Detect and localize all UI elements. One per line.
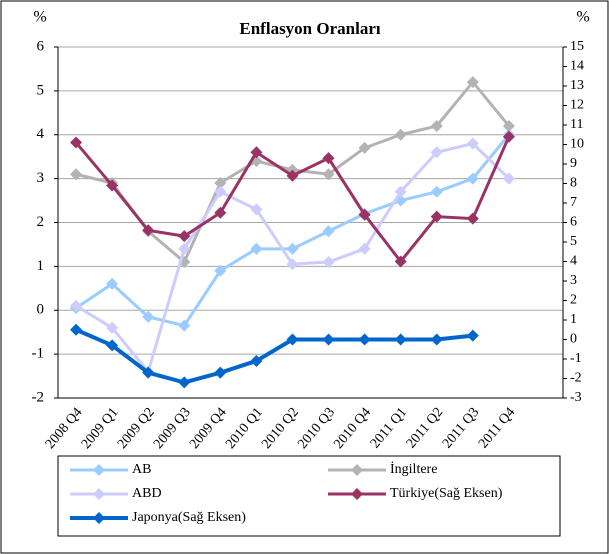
legend-marker	[351, 488, 363, 500]
y-tick-label: -2	[32, 389, 45, 405]
data-point	[466, 76, 479, 89]
data-point	[106, 179, 119, 192]
data-point	[502, 130, 515, 143]
series-line	[75, 327, 474, 385]
y2-tick-label: 0	[570, 332, 577, 347]
y2-tick-label: -1	[570, 351, 582, 366]
y-tick-label: 3	[37, 170, 45, 186]
data-point	[322, 168, 335, 181]
data-point	[214, 177, 227, 190]
data-point	[286, 242, 299, 255]
legend-label: Türkiye(Sağ Eksen)	[390, 486, 503, 501]
y-tick-label: 0	[37, 302, 45, 318]
data-point	[358, 242, 371, 255]
data-point	[322, 333, 335, 346]
chart-title: Enflasyon Oranları	[239, 19, 380, 38]
legend-label: ABD	[132, 486, 162, 501]
y2-tick-label: 13	[570, 78, 584, 93]
data-point	[250, 146, 263, 159]
data-point	[70, 323, 83, 336]
data-point	[142, 224, 155, 237]
y2-tick-label: 5	[570, 234, 577, 249]
y2-tick-label: 4	[570, 254, 577, 269]
data-point	[466, 212, 479, 225]
data-point	[286, 333, 299, 346]
data-point	[214, 264, 227, 277]
data-point	[70, 168, 83, 181]
y-tick-label: -1	[32, 346, 45, 362]
data-point	[106, 339, 119, 352]
y2-tick-label: 14	[570, 59, 584, 74]
data-point	[322, 225, 335, 238]
data-point	[358, 141, 371, 154]
data-point	[106, 321, 119, 334]
y2-tick-label: 12	[570, 98, 584, 113]
data-point	[214, 366, 227, 379]
data-point	[394, 333, 407, 346]
data-point	[178, 319, 191, 332]
data-point	[106, 277, 119, 290]
legend-marker	[93, 464, 105, 476]
data-point	[70, 299, 83, 312]
data-point	[466, 172, 479, 185]
y-tick-label: 6	[37, 38, 45, 54]
y2-axis-label: %	[576, 9, 589, 26]
y-tick-label: 2	[37, 214, 45, 230]
y2-tick-label: -2	[570, 371, 582, 386]
y2-tick-label: 6	[570, 215, 577, 230]
data-point	[142, 366, 155, 379]
data-point	[178, 242, 191, 255]
data-point	[214, 206, 227, 219]
y2-tick-label: 11	[570, 117, 583, 132]
y-axis-label: %	[33, 9, 46, 26]
data-point	[250, 354, 263, 367]
data-point	[466, 329, 479, 342]
y2-tick-label: 7	[570, 195, 577, 210]
data-point	[322, 255, 335, 268]
data-point	[502, 119, 515, 132]
data-point	[394, 128, 407, 141]
legend-marker	[93, 512, 105, 524]
data-point	[322, 152, 335, 165]
legend-label: AB	[132, 462, 151, 477]
y2-tick-label: 9	[570, 156, 577, 171]
data-point	[142, 310, 155, 323]
data-point	[178, 376, 191, 389]
data-point	[250, 203, 263, 216]
data-point	[430, 185, 443, 198]
y2-tick-label: 15	[570, 39, 584, 54]
y2-tick-label: 1	[570, 312, 577, 327]
y2-tick-label: -3	[570, 390, 582, 405]
legend	[57, 455, 561, 537]
legend-marker	[93, 488, 105, 500]
y2-tick-label: 3	[570, 273, 577, 288]
data-point	[178, 255, 191, 268]
y-tick-label: 1	[37, 258, 45, 274]
data-point	[430, 119, 443, 132]
data-point	[286, 258, 299, 271]
y-tick-label: 5	[37, 82, 45, 98]
y2-tick-label: 10	[570, 137, 584, 152]
data-point	[358, 333, 371, 346]
y2-tick-label: 2	[570, 293, 577, 308]
y-tick-label: 4	[37, 126, 45, 142]
data-point	[214, 185, 227, 198]
data-point	[250, 242, 263, 255]
data-point	[466, 137, 479, 150]
data-point	[430, 146, 443, 159]
data-point	[70, 136, 83, 149]
data-point	[394, 255, 407, 268]
data-point	[178, 230, 191, 243]
data-point	[358, 208, 371, 221]
legend-marker	[351, 464, 363, 476]
data-point	[286, 169, 299, 182]
data-point	[430, 210, 443, 223]
data-point	[394, 185, 407, 198]
legend-label: İngiltere	[390, 461, 437, 477]
data-point	[502, 172, 515, 185]
y2-tick-label: 8	[570, 176, 577, 191]
legend-label: Japonya(Sağ Eksen)	[132, 510, 246, 525]
data-point	[430, 333, 443, 346]
